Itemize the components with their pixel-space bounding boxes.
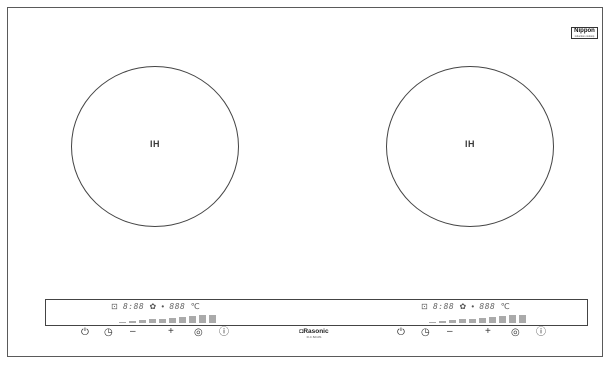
power-level-bar bbox=[119, 315, 221, 323]
brand-logo: ◘Rasonic R-C 8210S bbox=[294, 328, 334, 339]
power-level-segment bbox=[519, 315, 526, 323]
lock-icon: ⊡ bbox=[421, 302, 428, 311]
timer-button-right[interactable]: ◷ bbox=[421, 327, 430, 338]
plus-button-right[interactable]: + bbox=[485, 326, 491, 337]
power-level-segment bbox=[129, 321, 136, 323]
info-button-right[interactable]: ⓘ bbox=[536, 327, 546, 338]
power-level-segment bbox=[449, 320, 456, 323]
temperature-readout: 888 bbox=[169, 302, 186, 311]
power-level-segment bbox=[159, 319, 166, 323]
minus-button-right[interactable]: – bbox=[447, 326, 453, 337]
fan-icon: ✿ bbox=[459, 302, 467, 311]
cooking-zone-right[interactable]: IH bbox=[386, 66, 554, 227]
power-button-left[interactable]: ⏻ bbox=[81, 327, 89, 338]
temperature-readout: 888 bbox=[479, 302, 496, 311]
celsius-unit: ℃ bbox=[500, 302, 510, 311]
indicator-dot: • bbox=[161, 302, 165, 311]
timer-readout: 8:88 bbox=[432, 302, 455, 311]
power-level-segment bbox=[489, 317, 496, 323]
power-level-segment bbox=[199, 315, 206, 323]
timer-button-left[interactable]: ◷ bbox=[104, 327, 113, 338]
brand-name: ◘Rasonic bbox=[299, 328, 329, 335]
power-level-segment bbox=[169, 318, 176, 323]
power-level-segment bbox=[509, 315, 516, 323]
celsius-unit: ℃ bbox=[190, 302, 200, 311]
model-number: R-C 8210S bbox=[306, 335, 322, 339]
power-level-segment bbox=[179, 317, 186, 323]
timer-readout: 8:88 bbox=[122, 302, 145, 311]
zone-right-label: IH bbox=[465, 139, 475, 149]
power-level-bar bbox=[429, 315, 531, 323]
power-level-segment bbox=[469, 319, 476, 323]
fan-icon: ✿ bbox=[149, 302, 157, 311]
indicator-dot: • bbox=[471, 302, 475, 311]
minus-button-left[interactable]: – bbox=[130, 326, 136, 337]
power-level-segment bbox=[139, 320, 146, 323]
cooking-zone-left[interactable]: IH bbox=[71, 66, 239, 227]
info-button-left[interactable]: ⓘ bbox=[219, 327, 229, 338]
power-level-segment bbox=[149, 319, 156, 323]
display-left: ⊡ 8:88 ✿ • 888 ℃ bbox=[111, 302, 223, 324]
lock-icon: ⊡ bbox=[111, 302, 118, 311]
power-button-right[interactable]: ⏻ bbox=[397, 327, 405, 338]
power-level-segment bbox=[459, 319, 466, 323]
plus-button-left[interactable]: + bbox=[168, 326, 174, 337]
zone-left-label: IH bbox=[150, 139, 160, 149]
mode-button-right[interactable]: ◎ bbox=[511, 327, 520, 338]
badge-subtitle: induction cooktop bbox=[574, 35, 595, 38]
brand-badge: Nippon induction cooktop bbox=[571, 27, 598, 39]
badge-brand: Nippon bbox=[574, 28, 595, 34]
power-level-segment bbox=[499, 316, 506, 323]
display-right: ⊡ 8:88 ✿ • 888 ℃ bbox=[421, 302, 533, 324]
power-level-segment bbox=[209, 315, 216, 323]
control-panel: ⊡ 8:88 ✿ • 888 ℃ ⊡ 8:88 ✿ • 888 ℃ bbox=[45, 299, 588, 326]
power-level-segment bbox=[429, 322, 436, 323]
power-level-segment bbox=[439, 321, 446, 323]
power-level-segment bbox=[479, 318, 486, 323]
power-level-segment bbox=[119, 322, 126, 323]
mode-button-left[interactable]: ◎ bbox=[194, 327, 203, 338]
power-level-segment bbox=[189, 316, 196, 323]
